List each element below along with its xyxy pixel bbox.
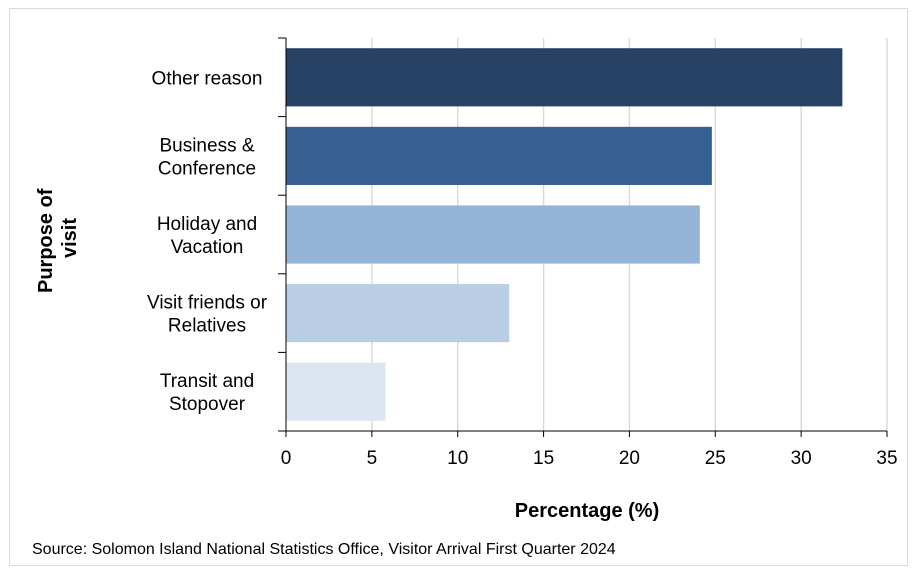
x-axis-title: Percentage (%)	[515, 500, 660, 522]
category-label-line: Holiday and	[157, 214, 257, 235]
source-note: Source: Solomon Island National Statisti…	[32, 541, 616, 558]
category-label-line: Conference	[158, 158, 256, 179]
x-tick-label: 25	[705, 448, 726, 469]
y-axis-title: Purpose of visit	[35, 183, 81, 293]
x-tick-label: 35	[876, 448, 897, 469]
category-label-line: Transit and	[160, 371, 254, 392]
x-tick-label: 0	[281, 448, 292, 469]
x-tick-label: 30	[791, 448, 812, 469]
category-label-line: Stopover	[169, 394, 246, 415]
x-tick-label: 10	[447, 448, 468, 469]
bars	[286, 48, 843, 421]
category-label-line: Business &	[159, 135, 254, 156]
axes	[278, 37, 888, 437]
x-tick-label: 5	[367, 448, 378, 469]
category-label: Visit friends or Relatives	[147, 293, 268, 337]
bar	[286, 205, 700, 264]
category-label: Transit and Stopover	[160, 371, 254, 415]
bar	[286, 284, 510, 343]
bar	[286, 126, 712, 185]
x-tick-label: 15	[533, 448, 554, 469]
category-label-line: Relatives	[168, 316, 246, 337]
y-axis-title-line-1: Purpose of	[35, 188, 57, 293]
labels: 0 5 10 15 20 25 30 35 Other reason Business & Conf…	[147, 68, 898, 469]
x-tick-label: 20	[619, 448, 640, 469]
bar	[286, 362, 386, 421]
category-label-line: Visit friends or	[147, 293, 268, 314]
bar	[286, 48, 843, 107]
category-label-line: Vacation	[171, 237, 244, 258]
category-label: Business & Conference	[158, 135, 256, 179]
category-label: Other reason	[152, 68, 263, 89]
category-label-line: Other reason	[152, 68, 263, 89]
category-label: Holiday and Vacation	[157, 214, 257, 258]
y-axis-title-line-2: visit	[59, 218, 81, 258]
